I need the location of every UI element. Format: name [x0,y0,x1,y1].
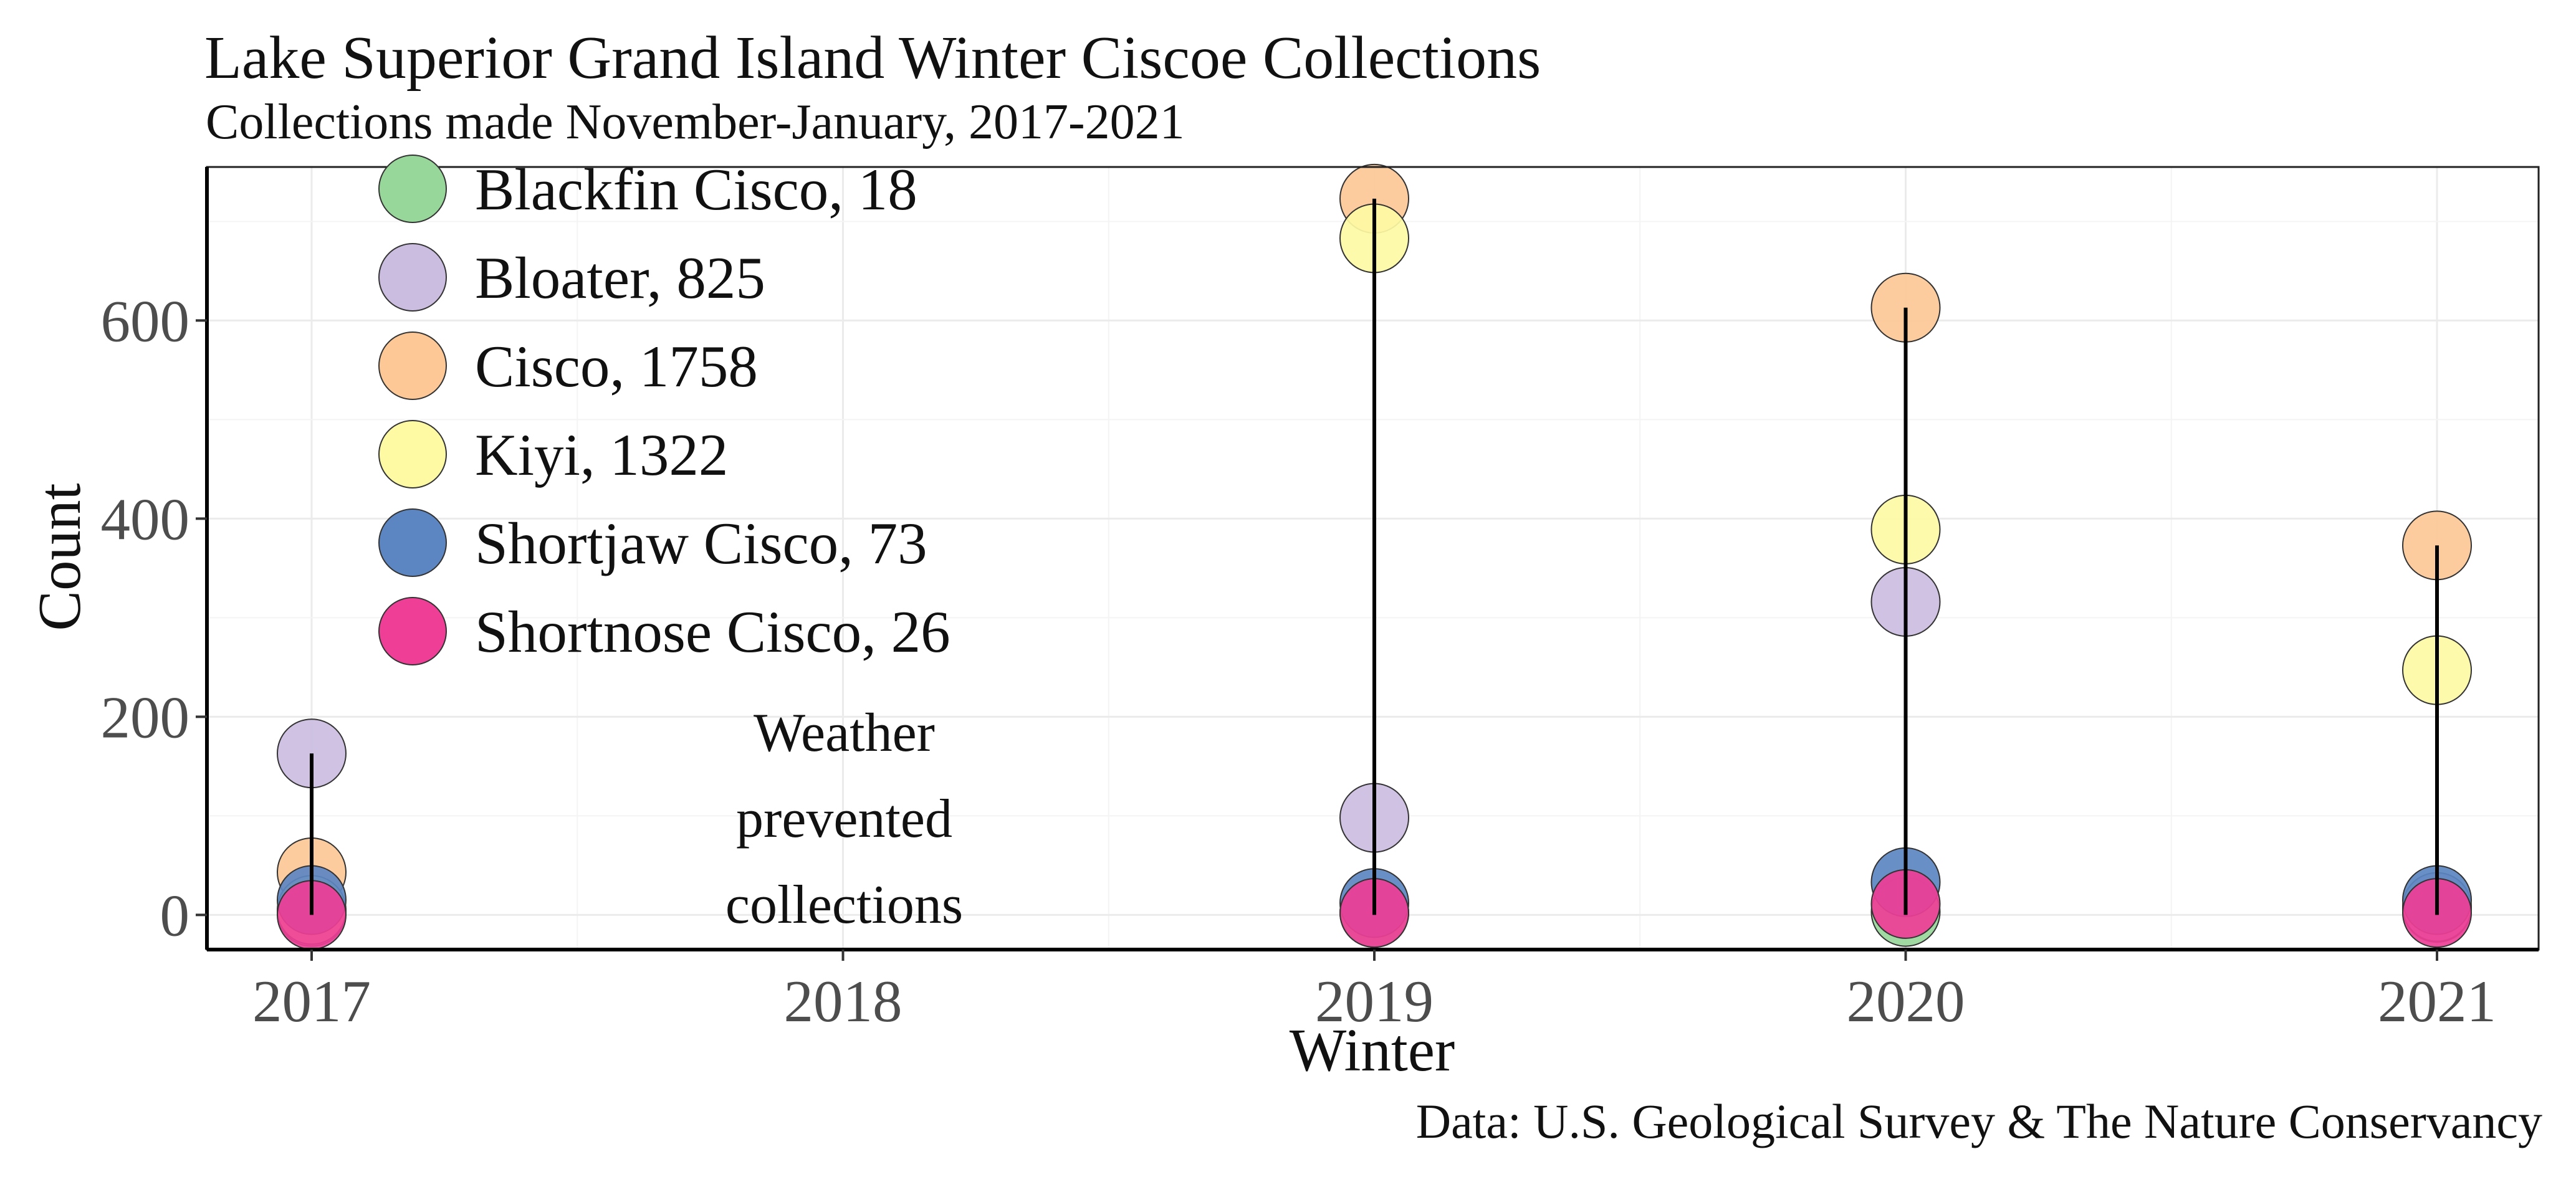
x-tick-label: 2017 [252,968,371,1034]
legend-key [378,420,447,488]
annotation-line: collections [725,875,963,935]
legend-label: Bloater, 825 [475,245,765,311]
x-tick-label: 2019 [1315,968,1434,1034]
legend-label: Cisco, 1758 [475,333,758,399]
legend-key [378,508,447,577]
axes: 0 200 400 600 2017 2018 2019 2020 2021 Winter Coun… [26,167,2539,1084]
annotation-line: prevented [736,789,952,849]
annotation: Weather prevented collections [725,703,963,935]
chart-title: Lake Superior Grand Island Winter Ciscoe… [204,24,1541,92]
legend-label: Kiyi, 1322 [475,422,728,488]
chart-caption: Data: U.S. Geological Survey & The Natur… [1415,1094,2542,1148]
legend-label: Shortjaw Cisco, 73 [475,510,927,576]
y-tick-label: 600 [101,288,190,354]
legend-key [378,155,447,223]
y-tick-label: 0 [160,882,190,948]
legend-key [378,331,447,400]
legend-key [378,597,447,665]
y-tick-label: 200 [101,684,190,750]
legend-label: Shortnose Cisco, 26 [475,599,950,665]
x-tick-label: 2018 [784,968,903,1034]
x-tick-label: 2021 [2378,968,2496,1034]
chart-subtitle: Collections made November-January, 2017-… [206,95,1185,150]
data-points [277,163,2472,950]
x-tick-label: 2020 [1847,968,1965,1034]
y-axis-title: Count [26,483,93,631]
legend: Blackfin Cisco, 18 Bloater, 825 Cisco, 175… [378,155,950,665]
legend-key [378,243,447,312]
legend-label: Blackfin Cisco, 18 [475,156,917,222]
y-tick-label: 400 [101,486,190,552]
annotation-line: Weather [754,703,935,763]
x-axis-title: Winter [1290,1017,1455,1084]
